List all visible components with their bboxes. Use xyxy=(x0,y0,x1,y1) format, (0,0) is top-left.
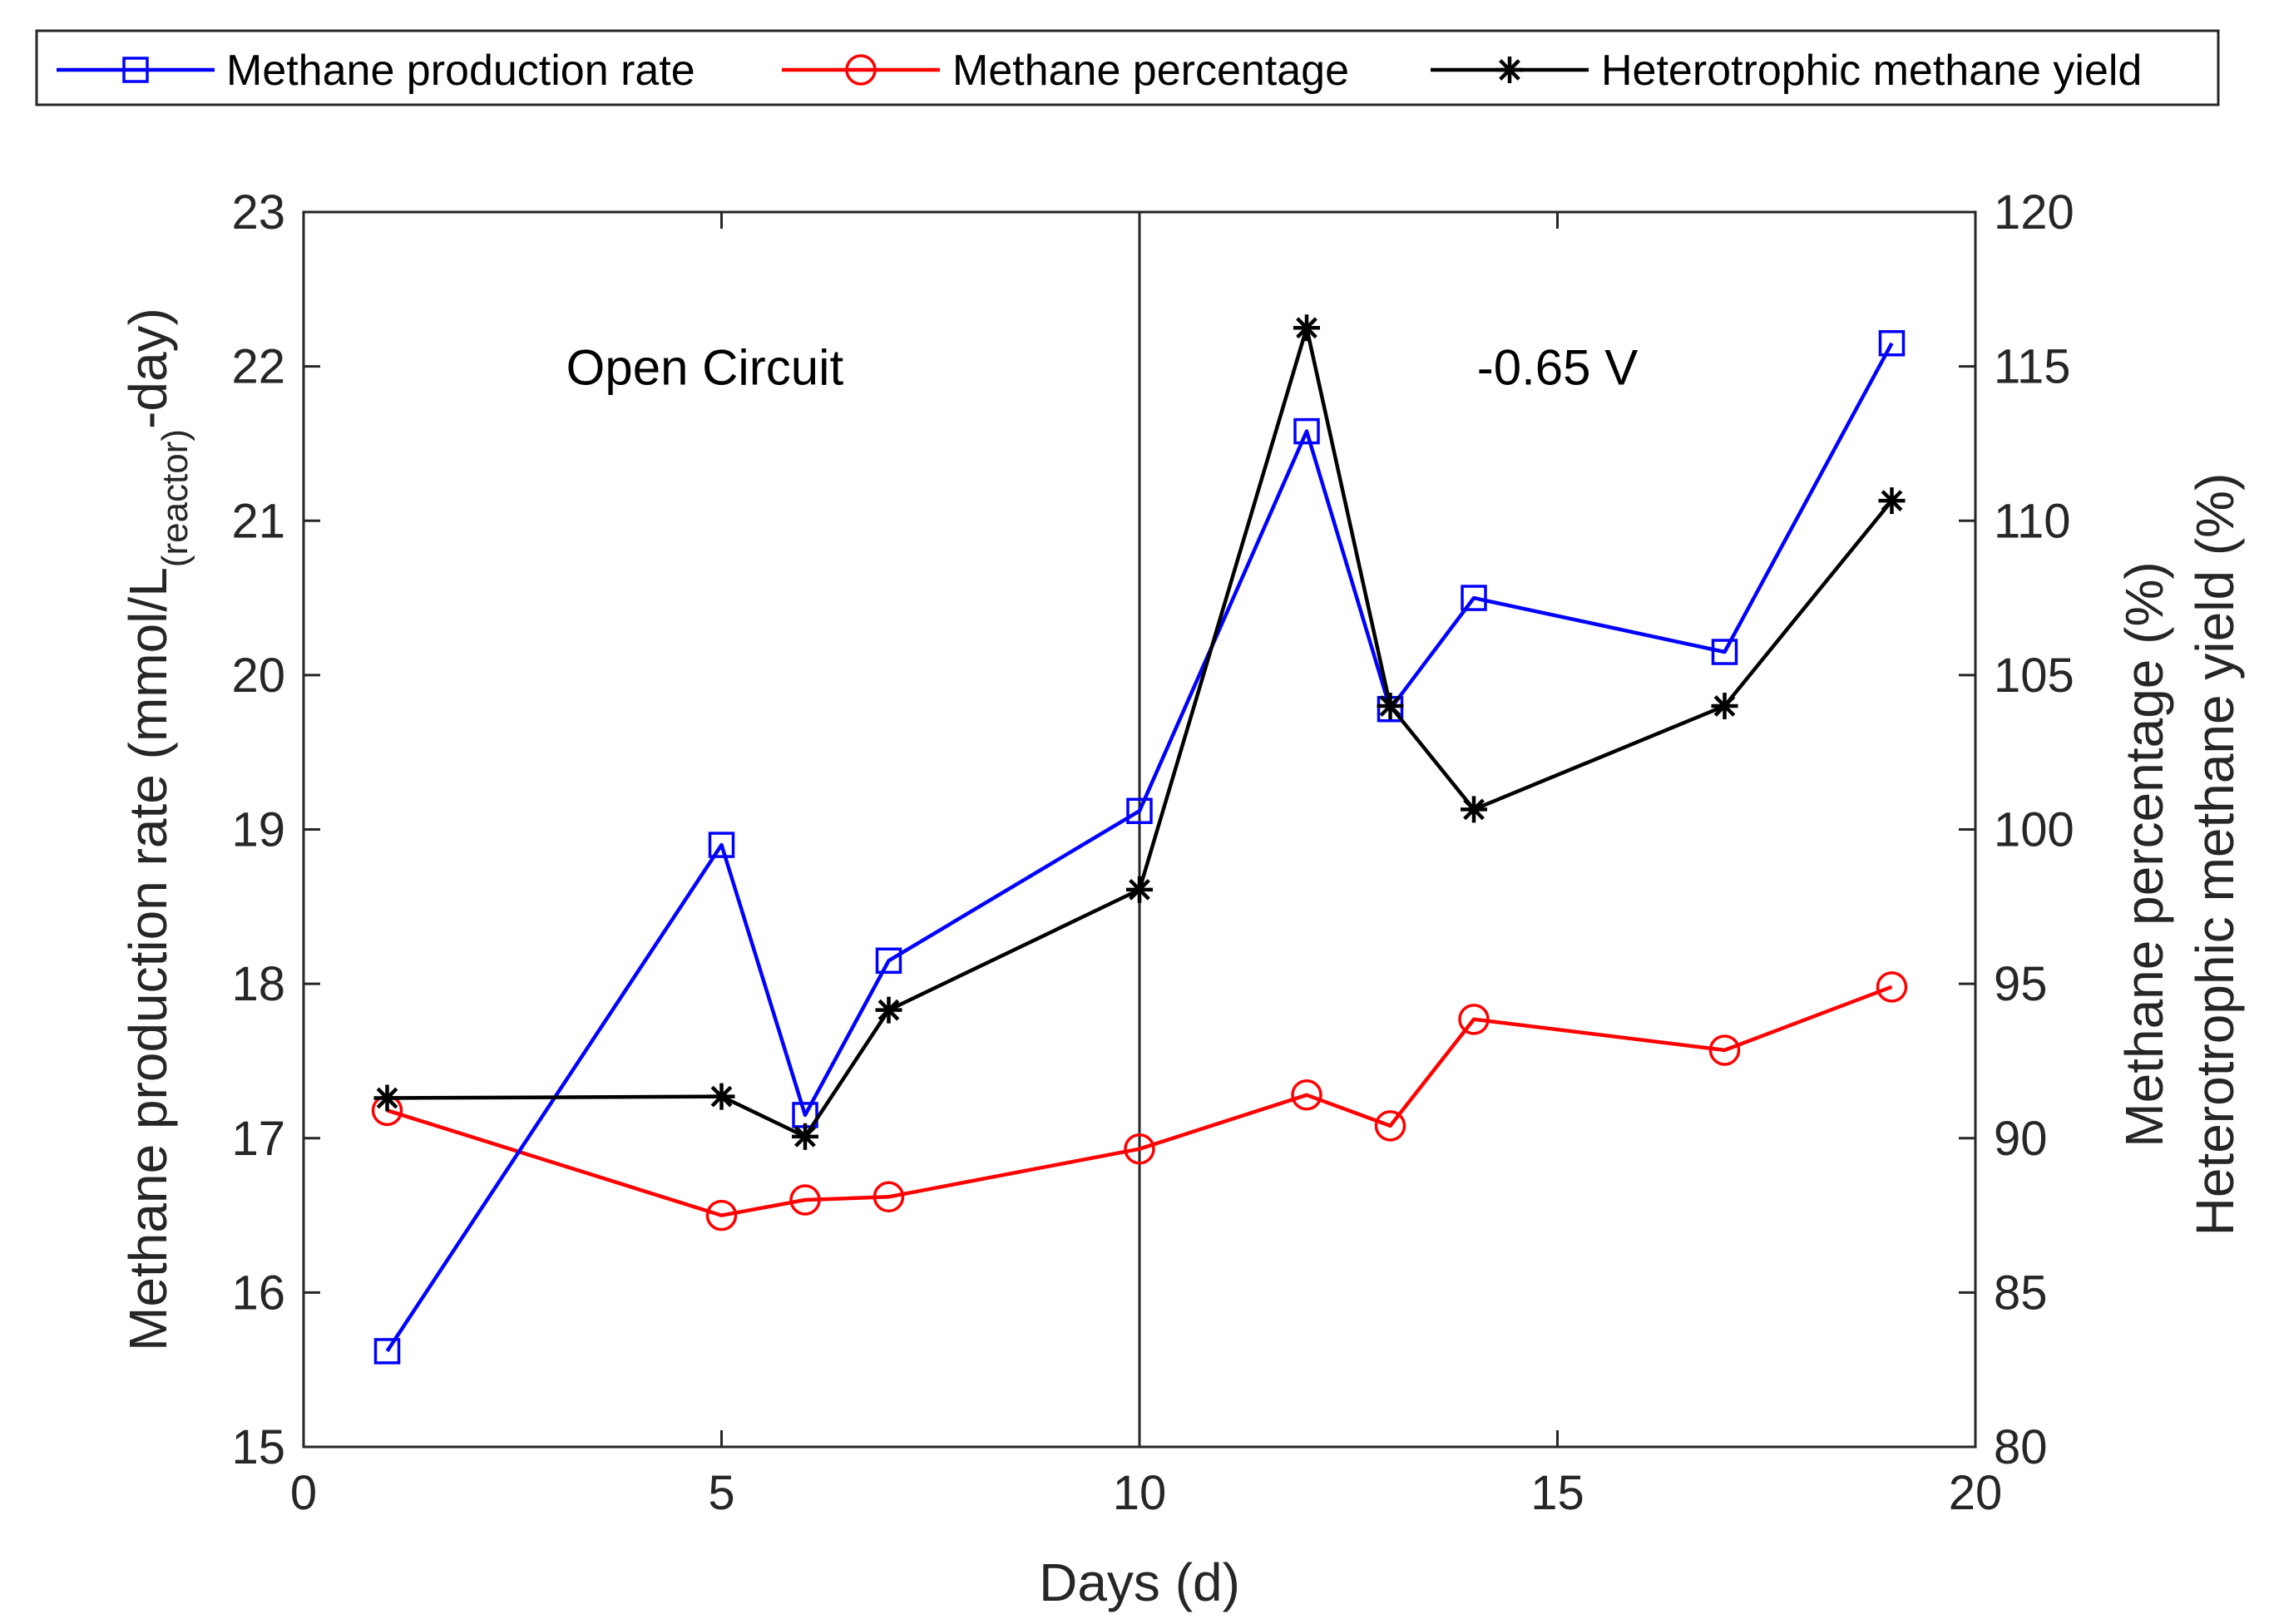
legend-marker xyxy=(1496,57,1523,83)
legend-marker xyxy=(845,54,877,86)
y-right-axis-title-percentage: Methane percentage (%) xyxy=(2114,561,2174,1147)
data-point-heterotrophic-methane-yield xyxy=(1293,314,1320,342)
y-right-tick-label: 110 xyxy=(1994,494,2070,548)
x-tick-label: 0 xyxy=(290,1466,317,1520)
data-point-methane-percentage xyxy=(1291,1079,1322,1111)
data-point-methane-production-rate xyxy=(1878,330,1906,357)
legend-item-methane-percentage: Methane percentage xyxy=(782,47,1349,95)
y-left-title-main: Methane production rate (mmol/L xyxy=(118,567,178,1351)
legend-item-methane-production-rate: Methane production rate xyxy=(57,47,695,95)
y-left-tick-label: 22 xyxy=(231,340,285,394)
data-point-methane-percentage xyxy=(1374,1110,1406,1142)
legend-item-heterotrophic-methane-yield: Heterotrophic methane yield xyxy=(1431,47,2142,95)
series-methane-percentage xyxy=(371,971,1908,1232)
data-point-methane-percentage xyxy=(1876,971,1908,1003)
y-left-tick-label: 20 xyxy=(231,649,285,703)
data-point-methane-production-rate xyxy=(1126,797,1153,824)
annotations: Open Circuit -0.65 V xyxy=(566,340,1639,396)
data-point-methane-percentage xyxy=(705,1199,738,1232)
data-point-heterotrophic-methane-yield xyxy=(1377,693,1404,719)
x-axis-title: Days (d) xyxy=(1039,1552,1240,1612)
series-line-methane-percentage xyxy=(386,985,1893,1217)
y-right-tick-label: 80 xyxy=(1994,1420,2048,1474)
y-left-title-subscript: (reactor) xyxy=(155,429,195,567)
series-line-heterotrophic-methane-yield xyxy=(387,325,1894,1139)
y-left-tick-label: 19 xyxy=(231,803,285,857)
data-point-methane-percentage xyxy=(1708,1034,1741,1066)
legend-label: Methane production rate xyxy=(226,47,695,95)
y-right-axis-title-yield: Heterotrophic methane yield (%) xyxy=(2185,473,2245,1237)
annotation-applied-voltage: -0.65 V xyxy=(1477,340,1638,396)
x-tick-label: 5 xyxy=(708,1466,734,1520)
data-point-methane-production-rate xyxy=(373,1338,401,1365)
series-heterotrophic-methane-yield xyxy=(373,314,1906,1150)
y-right-tick-label: 95 xyxy=(1994,957,2048,1011)
data-point-heterotrophic-methane-yield xyxy=(875,996,902,1024)
y-left-tick-label: 17 xyxy=(231,1112,285,1166)
x-tick-label: 15 xyxy=(1530,1466,1584,1520)
data-point-heterotrophic-methane-yield xyxy=(1126,876,1153,903)
y-left-tick-label: 15 xyxy=(231,1420,285,1474)
data-point-methane-production-rate xyxy=(875,947,902,975)
y-right-tick-label: 90 xyxy=(1994,1112,2048,1166)
data-point-heterotrophic-methane-yield xyxy=(373,1084,401,1112)
y-right-tick-label: 85 xyxy=(1994,1266,2048,1320)
data-point-methane-percentage xyxy=(1458,1004,1490,1035)
legend-label: Heterotrophic methane yield xyxy=(1601,47,2142,95)
axis-tick-labels: 0 5 10 15 20 15 16 17 18 19 20 21 22 23 80 85 90 95 100 105… xyxy=(231,185,2074,1520)
data-point-methane-production-rate xyxy=(1461,585,1487,611)
y-left-tick-label: 21 xyxy=(231,494,285,548)
data-point-methane-production-rate xyxy=(708,832,735,858)
y-left-axis-title: Methane production rate (mmol/L(reactor)… xyxy=(118,308,195,1351)
data-point-heterotrophic-methane-yield xyxy=(708,1083,735,1110)
legend-label: Methane percentage xyxy=(952,47,1349,95)
x-tick-label: 10 xyxy=(1113,1466,1167,1520)
y-left-tick-label: 18 xyxy=(231,957,285,1011)
legend-marker xyxy=(122,57,149,83)
y-right-tick-label: 105 xyxy=(1994,649,2074,703)
axis-ticks xyxy=(302,210,1977,1449)
data-point-methane-percentage xyxy=(789,1184,821,1216)
data-point-methane-production-rate xyxy=(1293,417,1320,445)
y-right-tick-label: 115 xyxy=(1994,340,2070,394)
y-right-tick-label: 120 xyxy=(1994,185,2074,239)
data-point-heterotrophic-methane-yield xyxy=(1711,693,1738,719)
series-line-methane-production-rate xyxy=(385,342,1894,1353)
data-point-heterotrophic-methane-yield xyxy=(792,1123,818,1150)
legend-box xyxy=(35,29,2220,106)
x-tick-label: 20 xyxy=(1949,1466,2003,1520)
data-point-heterotrophic-methane-yield xyxy=(1878,487,1906,515)
data-point-methane-percentage xyxy=(873,1181,905,1213)
legend: Methane production rate Methane percentag… xyxy=(35,29,2220,106)
y-right-tick-label: 100 xyxy=(1994,803,2074,857)
y-left-tick-label: 16 xyxy=(231,1266,285,1320)
annotation-open-circuit: Open Circuit xyxy=(566,340,844,396)
data-point-heterotrophic-methane-yield xyxy=(1461,796,1487,823)
series-methane-production-rate xyxy=(373,330,1906,1365)
series-layer xyxy=(371,314,1908,1365)
data-point-methane-production-rate xyxy=(1711,639,1738,665)
y-left-title-end: -day) xyxy=(118,308,178,429)
y-left-tick-label: 23 xyxy=(231,185,285,239)
data-point-methane-percentage xyxy=(1124,1133,1155,1165)
